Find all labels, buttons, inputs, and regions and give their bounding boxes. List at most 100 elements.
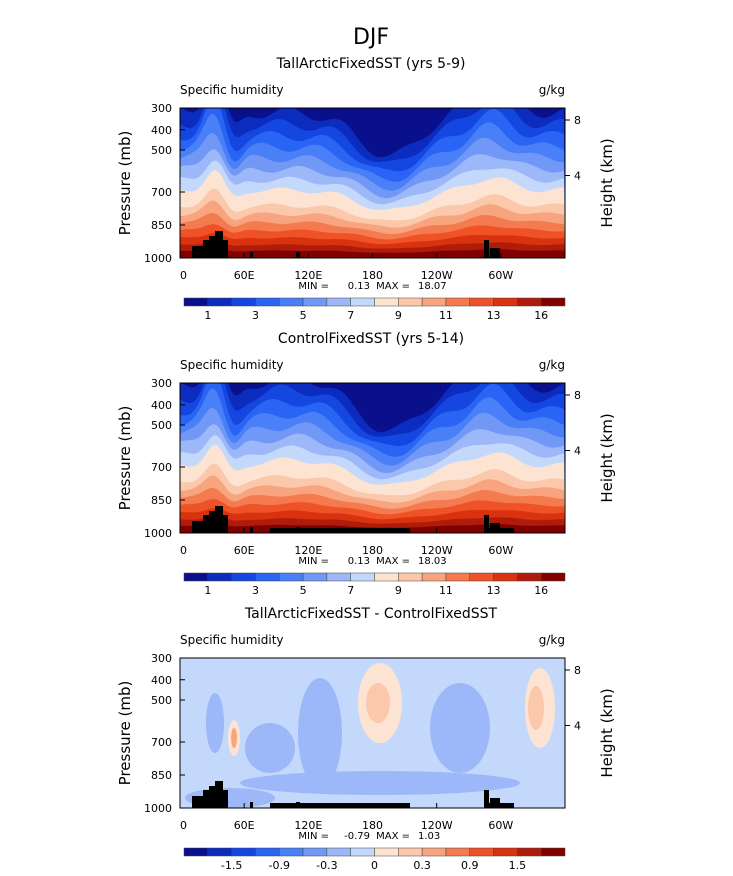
colorbar-swatch	[255, 847, 280, 857]
x-tick-label: 60E	[234, 544, 255, 557]
y-tick-label: 300	[151, 102, 172, 115]
x-tick-label: 120E	[294, 269, 322, 282]
figure-title: DJF	[353, 25, 389, 50]
colorbar-label: 1.5	[509, 859, 527, 872]
max-value: 18.07	[418, 281, 447, 292]
topography	[490, 248, 500, 258]
y-axis-label: Pressure (mb)	[116, 131, 134, 236]
y-right-axis-label: Height (km)	[598, 413, 616, 502]
x-tick-label: 180	[362, 544, 383, 557]
colorbar-swatch	[398, 847, 423, 857]
topography	[296, 252, 300, 258]
contour-field	[180, 658, 565, 808]
y-right-tick-label: 4	[574, 720, 581, 733]
colorbar-swatch	[374, 847, 399, 857]
y-tick-label: 500	[151, 144, 172, 157]
colorbar-label: 7	[347, 309, 354, 322]
colorbar-swatch	[445, 572, 470, 582]
topography	[484, 803, 514, 808]
y-tick-label: 700	[151, 186, 172, 199]
topography	[203, 790, 209, 808]
x-tick-label: 0	[180, 819, 187, 832]
y-right-tick-label: 4	[574, 170, 581, 183]
colorbar-label: 0.3	[413, 859, 431, 872]
colorbar-label: 3	[252, 584, 259, 597]
colorbar-swatch	[350, 847, 375, 857]
topography	[209, 236, 217, 258]
colorbar-swatch	[374, 572, 399, 582]
variable-label: Specific humidity	[180, 358, 284, 372]
topography	[215, 506, 223, 533]
colorbar: -1.5 -0.9 -0.3 0 0.3 0.9 1.5	[183, 847, 566, 872]
topography	[250, 252, 253, 258]
colorbar-label: 7	[347, 584, 354, 597]
y-right-tick-label: 8	[574, 389, 581, 402]
colorbar-swatch	[326, 847, 351, 857]
colorbar-swatch	[517, 847, 542, 857]
min-label: MIN =	[298, 556, 329, 567]
max-label: MAX =	[376, 831, 410, 842]
x-tick-label: 60E	[234, 819, 255, 832]
contour-band	[430, 683, 490, 773]
panel-title: ControlFixedSST (yrs 5-14)	[278, 331, 464, 347]
x-tick-label: 120W	[421, 819, 453, 832]
colorbar-swatch	[326, 572, 351, 582]
colorbar-swatch	[183, 297, 209, 307]
topography	[215, 781, 223, 808]
colorbar-label: 16	[534, 309, 548, 322]
topography	[203, 515, 209, 533]
min-label: MIN =	[298, 831, 329, 842]
y-axis-label: Pressure (mb)	[116, 406, 134, 511]
min-value: 0.13	[348, 556, 370, 567]
x-tick-label: 60W	[488, 819, 513, 832]
colorbar-swatch	[350, 572, 375, 582]
topography	[223, 515, 228, 533]
panel-1: TallArcticFixedSST (yrs 5-9) Specific hum…	[116, 56, 616, 322]
y-tick-label: 850	[151, 769, 172, 782]
topography	[203, 240, 209, 258]
topography	[250, 802, 253, 808]
colorbar-label: 0	[371, 859, 378, 872]
y-tick-label: 300	[151, 377, 172, 390]
colorbar-swatch	[540, 297, 566, 307]
y-right-axis-label: Height (km)	[598, 138, 616, 227]
min-label: MIN =	[298, 281, 329, 292]
units-label: g/kg	[539, 633, 565, 647]
colorbar-label: -1.5	[221, 859, 242, 872]
colorbar-label: 5	[300, 584, 307, 597]
topography	[209, 786, 217, 808]
units-label: g/kg	[539, 358, 565, 372]
colorbar-swatch	[374, 297, 399, 307]
colorbar-swatch	[279, 297, 304, 307]
colorbar-swatch	[421, 572, 447, 582]
colorbar-label: 11	[439, 584, 453, 597]
colorbar-swatch	[207, 572, 232, 582]
colorbar-swatch	[469, 297, 494, 307]
colorbar-label: 9	[395, 309, 402, 322]
colorbar-swatch	[231, 572, 256, 582]
colorbar-swatch	[302, 297, 328, 307]
contour-band	[231, 728, 237, 748]
topography	[223, 240, 228, 258]
colorbar-label: 3	[252, 309, 259, 322]
y-tick-label: 700	[151, 736, 172, 749]
colorbar: 1 3 5 7 9 11 13 16	[183, 572, 566, 597]
contour-field	[180, 108, 565, 258]
colorbar-label: 9	[395, 584, 402, 597]
y-tick-label: 400	[151, 124, 172, 137]
y-tick-label: 1000	[144, 802, 172, 815]
x-tick-label: 120E	[294, 544, 322, 557]
x-tick-label: 120W	[421, 269, 453, 282]
colorbar-label: 1	[204, 309, 211, 322]
colorbar-swatch	[255, 297, 280, 307]
colorbar-swatch	[469, 572, 494, 582]
colorbar-label: 16	[534, 584, 548, 597]
y-axis-label: Pressure (mb)	[116, 681, 134, 786]
max-label: MAX =	[376, 556, 410, 567]
max-value: 1.03	[418, 831, 440, 842]
panel-3: TallArcticFixedSST - ControlFixedSST Spec…	[116, 606, 616, 872]
y-right-tick-label: 4	[574, 445, 581, 458]
colorbar-swatch	[326, 297, 351, 307]
x-tick-label: 180	[362, 269, 383, 282]
y-tick-label: 500	[151, 694, 172, 707]
